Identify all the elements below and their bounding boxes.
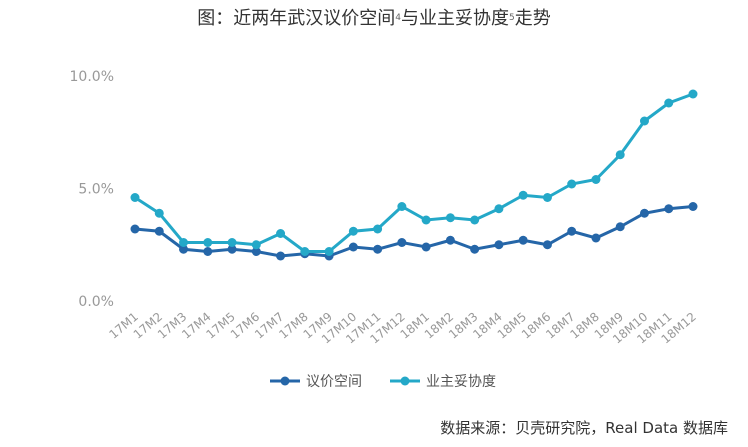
point bbox=[470, 244, 480, 254]
y-tick-label: 5.0% bbox=[78, 182, 114, 198]
point bbox=[688, 89, 698, 99]
point bbox=[518, 190, 528, 200]
point bbox=[179, 244, 189, 254]
point bbox=[639, 208, 649, 218]
point bbox=[615, 150, 625, 160]
y-tick-label: 0.0% bbox=[78, 294, 114, 310]
point bbox=[300, 247, 310, 256]
point bbox=[494, 240, 504, 250]
point bbox=[542, 240, 552, 250]
title-part: 4 bbox=[395, 13, 401, 23]
point bbox=[421, 215, 431, 225]
point bbox=[397, 238, 407, 247]
point bbox=[154, 208, 164, 218]
point bbox=[397, 202, 407, 211]
legend-marker bbox=[400, 376, 410, 386]
legend-label: 议价空间 bbox=[306, 374, 362, 390]
point bbox=[348, 226, 358, 236]
series-line bbox=[134, 92, 694, 253]
point bbox=[373, 244, 383, 254]
point bbox=[421, 242, 431, 252]
point bbox=[154, 226, 164, 236]
point bbox=[518, 235, 528, 245]
point bbox=[130, 193, 140, 202]
point bbox=[591, 233, 601, 243]
point bbox=[591, 175, 601, 184]
point bbox=[227, 238, 237, 247]
title-part: 5 bbox=[509, 13, 515, 23]
point bbox=[373, 224, 383, 234]
title-part: 图：近两年武汉议价空间 bbox=[197, 8, 395, 29]
point bbox=[179, 238, 189, 247]
point bbox=[567, 179, 577, 189]
point bbox=[227, 244, 237, 254]
point bbox=[276, 229, 286, 238]
point bbox=[130, 224, 140, 234]
point bbox=[664, 98, 674, 108]
chart-title: 图：近两年武汉议价空间4与业主妥协度5走势 bbox=[197, 8, 550, 29]
title-part: 与业主妥协度 bbox=[401, 8, 509, 29]
point bbox=[276, 251, 286, 261]
title-part: 走势 bbox=[515, 8, 551, 29]
source: 数据来源：贝壳研究院，Real Data 数据库 bbox=[440, 419, 728, 437]
point bbox=[203, 247, 213, 256]
point bbox=[251, 240, 261, 250]
point bbox=[542, 193, 552, 202]
point bbox=[348, 242, 358, 252]
y-tick-label: 10.0% bbox=[70, 69, 114, 85]
point bbox=[664, 204, 674, 214]
point bbox=[615, 222, 625, 232]
point bbox=[203, 238, 213, 247]
point bbox=[445, 235, 455, 245]
point bbox=[251, 247, 261, 256]
legend-label: 业主妥协度 bbox=[426, 374, 496, 390]
point bbox=[470, 215, 480, 225]
legend-marker bbox=[280, 376, 290, 386]
point bbox=[324, 247, 334, 256]
point bbox=[567, 226, 577, 236]
point bbox=[688, 202, 698, 211]
point bbox=[445, 213, 455, 223]
point bbox=[639, 116, 649, 126]
point bbox=[494, 204, 504, 214]
